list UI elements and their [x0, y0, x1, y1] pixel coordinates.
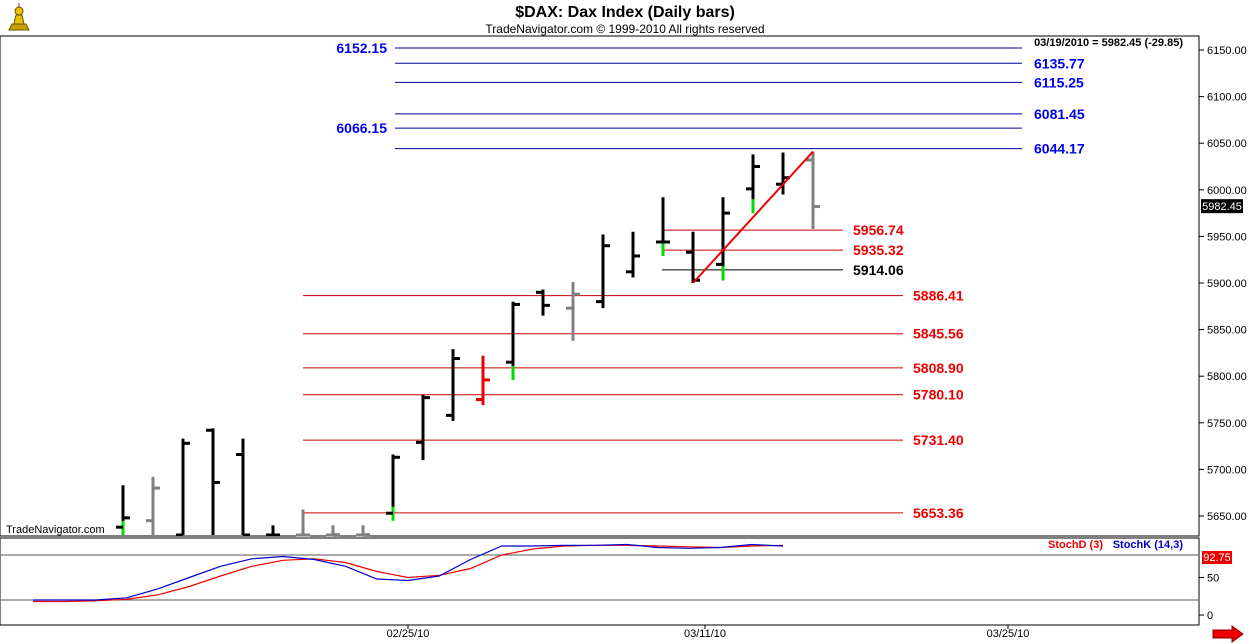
- chart-title: $DAX: Dax Index (Daily bars): [515, 4, 735, 21]
- svg-text:92.75: 92.75: [1203, 552, 1231, 564]
- y-tick-label: 5650.00: [1207, 511, 1247, 523]
- trade-navigator-logo-icon: [8, 3, 30, 31]
- retracement-level-label: 5886.41: [913, 288, 964, 304]
- blue-level-label: 6152.15: [336, 40, 387, 56]
- stoch-tick-label: 50: [1207, 573, 1219, 585]
- y-tick-label: 6050.00: [1207, 138, 1247, 150]
- price-axis: 6150.00 6100.00 6050.00 6000.00 5950.00 5900.…: [1199, 45, 1247, 523]
- price-bars: [116, 151, 820, 537]
- blue-level-label: 6115.25: [1034, 74, 1084, 90]
- y-tick-label: 6100.00: [1207, 92, 1247, 104]
- info-line: 03/19/2010 = 5982.45 (-29.85): [1034, 37, 1183, 49]
- y-tick-label: 6150.00: [1207, 45, 1247, 57]
- watermark: TradeNavigator.com: [6, 524, 105, 536]
- y-tick-label: 5850.00: [1207, 325, 1247, 337]
- trend-line: [692, 150, 814, 284]
- blue-level-label: 6135.77: [1034, 55, 1085, 71]
- scroll-right-icon[interactable]: [1212, 625, 1244, 643]
- date-axis: 02/25/10 03/11/10 03/25/10: [387, 625, 1030, 640]
- stoch-axis: 50 0: [1199, 573, 1219, 622]
- y-tick-label: 5750.00: [1207, 418, 1247, 430]
- stoch-d-label: StochD (3): [1048, 539, 1103, 551]
- blue-level-label: 6044.17: [1034, 141, 1085, 157]
- retracement-level-label: 5731.40: [913, 432, 964, 448]
- x-tick-label: 03/25/10: [987, 628, 1030, 640]
- stoch-k-label: StochK (14,3): [1113, 539, 1184, 551]
- retracement-level-label: 5914.06: [853, 262, 904, 278]
- stoch-panel-frame: [0, 537, 1200, 626]
- y-tick-label: 5700.00: [1207, 464, 1247, 476]
- trend-line-segment: [692, 150, 814, 284]
- y-tick-label: 5800.00: [1207, 371, 1247, 383]
- x-tick-label: 03/11/10: [684, 628, 726, 640]
- retracement-level-label: 5956.74: [853, 222, 904, 238]
- price-levels: 6152.15 6135.77 6115.25 6081.45 6066.15 6044.…: [303, 40, 1085, 521]
- stoch-d-line: [33, 544, 784, 603]
- y-tick-label: 5900.00: [1207, 278, 1247, 290]
- chart-subtitle: TradeNavigator.com © 1999-2010 All right…: [485, 22, 764, 36]
- last-price-badge: 5982.45: [1201, 199, 1243, 214]
- retracement-level-label: 5780.10: [913, 387, 964, 403]
- x-tick-label: 02/25/10: [387, 628, 430, 640]
- stoch-k-line: [33, 543, 784, 601]
- retracement-level-label: 5653.36: [913, 505, 964, 521]
- retracement-level-label: 5808.90: [913, 360, 964, 376]
- stoch-tick-label: 0: [1207, 610, 1213, 622]
- blue-level-label: 6081.45: [1034, 106, 1085, 122]
- stochastic-panel: [1, 543, 1198, 603]
- stoch-last-badge: 92.75: [1202, 551, 1232, 564]
- y-tick-label: 5950.00: [1207, 231, 1247, 243]
- blue-level-label: 6066.15: [336, 120, 387, 136]
- y-tick-label: 6000.00: [1207, 185, 1247, 197]
- retracement-level-label: 5935.32: [853, 242, 904, 258]
- svg-text:5982.45: 5982.45: [1202, 201, 1242, 213]
- retracement-level-label: 5845.56: [913, 326, 964, 342]
- price-panel-frame: [0, 35, 1200, 537]
